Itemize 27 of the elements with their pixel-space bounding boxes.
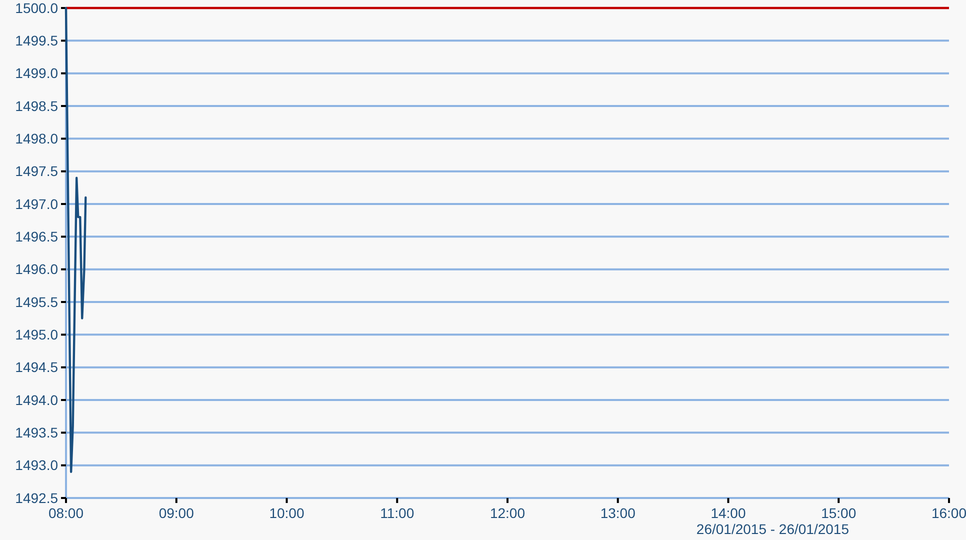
y-tick-label: 1493.5 [15, 424, 58, 441]
x-tick-label: 12:00 [490, 505, 526, 521]
y-tick-label: 1498.5 [15, 98, 58, 114]
x-tick-label: 09:00 [158, 505, 194, 521]
y-tick-label: 1499.5 [15, 32, 58, 49]
y-tick-label: 1497.0 [15, 196, 58, 212]
x-tick-label: 11:00 [380, 505, 414, 521]
y-tick-label: 1499.0 [15, 65, 58, 82]
x-tick-label: 16:00 [931, 505, 966, 521]
x-tick-label: 15:00 [821, 505, 856, 521]
y-tick-label: 1495.5 [15, 294, 58, 310]
y-tick-label: 1492.5 [15, 490, 58, 506]
text: 26/01/2015 - 26/01/2015 [696, 521, 850, 537]
y-tick-label: 1496.5 [15, 228, 58, 245]
y-tick-label: 1496.0 [15, 261, 58, 278]
y-tick-label: 1493.0 [15, 457, 58, 474]
y-tick-label: 1497.5 [15, 163, 58, 180]
line-series [64, 6, 87, 473]
y-tick-label: 1495.0 [15, 326, 58, 343]
y-tick-label: 1494.0 [15, 392, 58, 408]
y-tick-label: 1494.5 [15, 359, 58, 376]
x-tick-label: 10:00 [269, 505, 304, 521]
x-tick-label: 08:00 [48, 505, 84, 521]
x-tick-label: 14:00 [710, 505, 746, 521]
y-tick-label: 1500.0 [15, 0, 58, 16]
x-tick-label: 13:00 [600, 505, 636, 521]
y-tick-label: 1498.0 [15, 130, 58, 147]
